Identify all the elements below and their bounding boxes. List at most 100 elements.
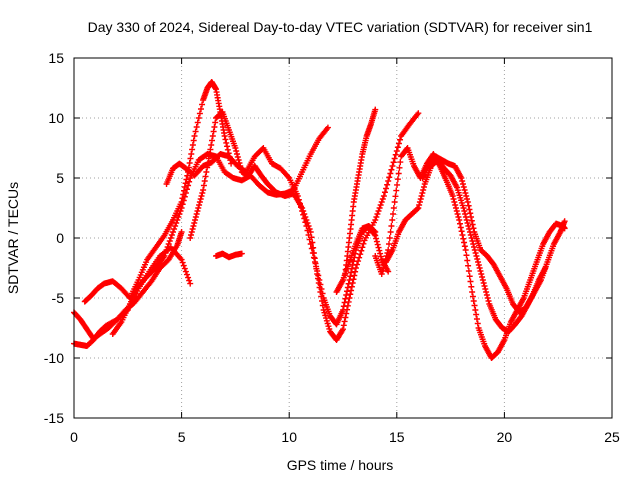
data-point bbox=[468, 217, 475, 224]
data-point bbox=[193, 211, 200, 217]
data-point bbox=[318, 293, 325, 300]
data-point bbox=[199, 190, 206, 196]
data-point bbox=[388, 166, 395, 173]
data-point bbox=[414, 205, 421, 212]
data-point bbox=[465, 268, 472, 274]
data-point bbox=[378, 271, 385, 277]
data-point bbox=[374, 241, 381, 248]
data-point bbox=[464, 196, 471, 202]
data-point bbox=[235, 157, 242, 163]
data-point bbox=[315, 280, 322, 286]
data-point bbox=[461, 239, 468, 246]
data-point bbox=[470, 241, 477, 247]
data-point bbox=[480, 280, 487, 286]
data-point bbox=[349, 280, 356, 286]
data-point bbox=[394, 144, 401, 151]
data-point bbox=[385, 241, 392, 247]
data-point bbox=[209, 133, 216, 139]
data-point bbox=[452, 205, 459, 211]
data-point bbox=[481, 283, 488, 289]
data-point bbox=[394, 181, 401, 188]
data-point bbox=[377, 253, 384, 260]
data-point bbox=[464, 220, 471, 226]
data-point bbox=[483, 289, 490, 295]
data-point bbox=[188, 151, 195, 157]
data-point bbox=[469, 238, 476, 244]
data-point bbox=[387, 229, 394, 235]
data-point bbox=[344, 306, 351, 313]
data-point bbox=[233, 148, 240, 154]
data-point bbox=[387, 170, 394, 177]
data-point bbox=[181, 265, 188, 272]
data-point bbox=[463, 193, 470, 199]
data-point bbox=[179, 201, 186, 208]
data-point bbox=[311, 255, 318, 262]
data-point bbox=[208, 142, 215, 148]
data-point bbox=[467, 232, 474, 238]
data-point bbox=[419, 190, 426, 196]
data-point bbox=[456, 217, 463, 223]
data-point bbox=[459, 181, 466, 187]
data-point bbox=[459, 232, 466, 238]
data-point bbox=[464, 199, 471, 205]
y-tick-label: 15 bbox=[48, 50, 64, 66]
data-point bbox=[223, 139, 230, 146]
data-point bbox=[190, 223, 197, 229]
data-point bbox=[192, 128, 199, 135]
data-point bbox=[300, 208, 307, 214]
data-point bbox=[185, 182, 192, 189]
data-point bbox=[348, 269, 355, 276]
data-point bbox=[199, 101, 206, 108]
data-point bbox=[376, 205, 383, 211]
data-point bbox=[474, 320, 481, 327]
data-point bbox=[473, 253, 480, 259]
data-point bbox=[232, 145, 239, 151]
data-point bbox=[450, 196, 457, 202]
data-point bbox=[200, 187, 207, 193]
data-point bbox=[542, 265, 549, 271]
data-point bbox=[389, 163, 396, 169]
data-point bbox=[457, 224, 464, 231]
data-point bbox=[479, 274, 486, 280]
data-point bbox=[416, 202, 423, 208]
data-point bbox=[374, 211, 381, 217]
data-point bbox=[415, 110, 422, 117]
data-point bbox=[234, 151, 241, 157]
data-point bbox=[196, 202, 203, 208]
data-point bbox=[306, 226, 313, 232]
data-point bbox=[237, 163, 244, 169]
data-point bbox=[346, 295, 353, 301]
data-point bbox=[474, 256, 481, 262]
series-trace-6 bbox=[187, 109, 422, 343]
y-tick-label: -5 bbox=[52, 290, 65, 306]
data-point bbox=[395, 170, 402, 177]
data-point bbox=[454, 211, 461, 217]
data-point bbox=[352, 268, 359, 275]
data-point bbox=[340, 322, 347, 329]
data-point bbox=[386, 174, 393, 181]
data-point bbox=[236, 160, 243, 166]
data-point bbox=[181, 193, 188, 200]
data-point bbox=[344, 288, 351, 295]
data-point bbox=[285, 173, 292, 180]
data-point bbox=[467, 278, 474, 285]
data-point bbox=[378, 199, 385, 205]
data-point bbox=[185, 274, 192, 281]
data-point bbox=[238, 166, 245, 172]
x-tick-label: 25 bbox=[604, 429, 620, 445]
data-point bbox=[188, 232, 195, 238]
data-point bbox=[392, 193, 399, 200]
data-point bbox=[171, 226, 178, 232]
data-point bbox=[207, 146, 214, 153]
data-point bbox=[464, 257, 471, 264]
data-point bbox=[189, 226, 196, 232]
data-point bbox=[561, 218, 568, 225]
data-point bbox=[462, 190, 469, 196]
data-point bbox=[380, 193, 387, 199]
data-point bbox=[178, 229, 185, 235]
data-point bbox=[397, 136, 404, 143]
data-point bbox=[168, 232, 175, 238]
data-point bbox=[187, 155, 194, 162]
data-point bbox=[190, 137, 197, 144]
data-point bbox=[485, 298, 492, 304]
